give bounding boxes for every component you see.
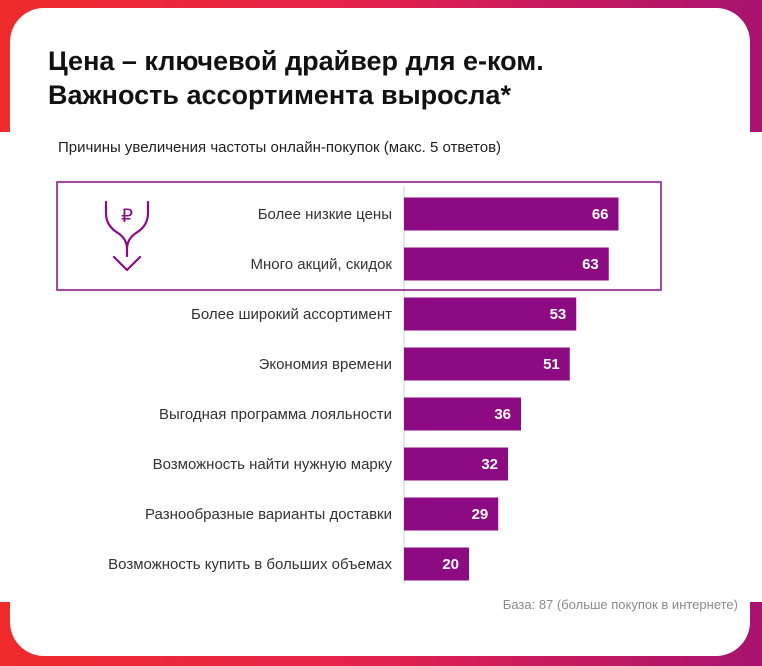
bar — [404, 497, 499, 531]
category-label: Выгодная программа лояльности — [159, 406, 392, 423]
category-label: Разнообразные варианты доставки — [145, 506, 392, 523]
category-label: Более широкий ассортимент — [191, 306, 392, 323]
ruble-symbol: ₽ — [121, 206, 133, 227]
bar-value-label: 32 — [481, 456, 498, 473]
bar — [404, 397, 521, 431]
bar-value-label: 36 — [494, 406, 511, 423]
highlight-box — [56, 181, 662, 291]
page-title: Цена – ключевой драйвер для е-ком. Важно… — [48, 44, 728, 112]
title-line-1: Цена – ключевой драйвер для е-ком. — [48, 46, 544, 76]
category-label: Много акций, скидок — [251, 256, 393, 273]
bar — [404, 447, 508, 481]
bar-value-label: 20 — [442, 556, 459, 573]
bar-value-label: 66 — [592, 206, 609, 223]
category-label: Возможность найти нужную марку — [153, 456, 393, 473]
content-card — [10, 8, 750, 656]
price-down-icon: ₽ — [104, 200, 150, 272]
bar-value-label: 51 — [543, 356, 560, 373]
title-line-2: Важность ассортимента выросла* — [48, 80, 511, 110]
chart-subtitle: Причины увеличения частоты онлайн-покупо… — [58, 139, 502, 156]
chart-bars: 66 Более низкие цены 63 Много акций, скидок… — [108, 197, 619, 581]
bar-value-label: 63 — [582, 256, 599, 273]
bar-value-label: 29 — [472, 506, 489, 523]
bar — [404, 197, 619, 231]
bar — [404, 297, 577, 331]
footnote: База: 87 (больше покупок в интернете) — [502, 597, 738, 612]
bar — [404, 247, 609, 281]
bar-value-label: 53 — [550, 306, 567, 323]
bar — [404, 347, 570, 381]
category-label: Экономия времени — [259, 356, 392, 373]
category-label: Возможность купить в больших объемах — [108, 556, 392, 573]
bar — [404, 547, 469, 581]
category-label: Более низкие цены — [258, 206, 392, 223]
